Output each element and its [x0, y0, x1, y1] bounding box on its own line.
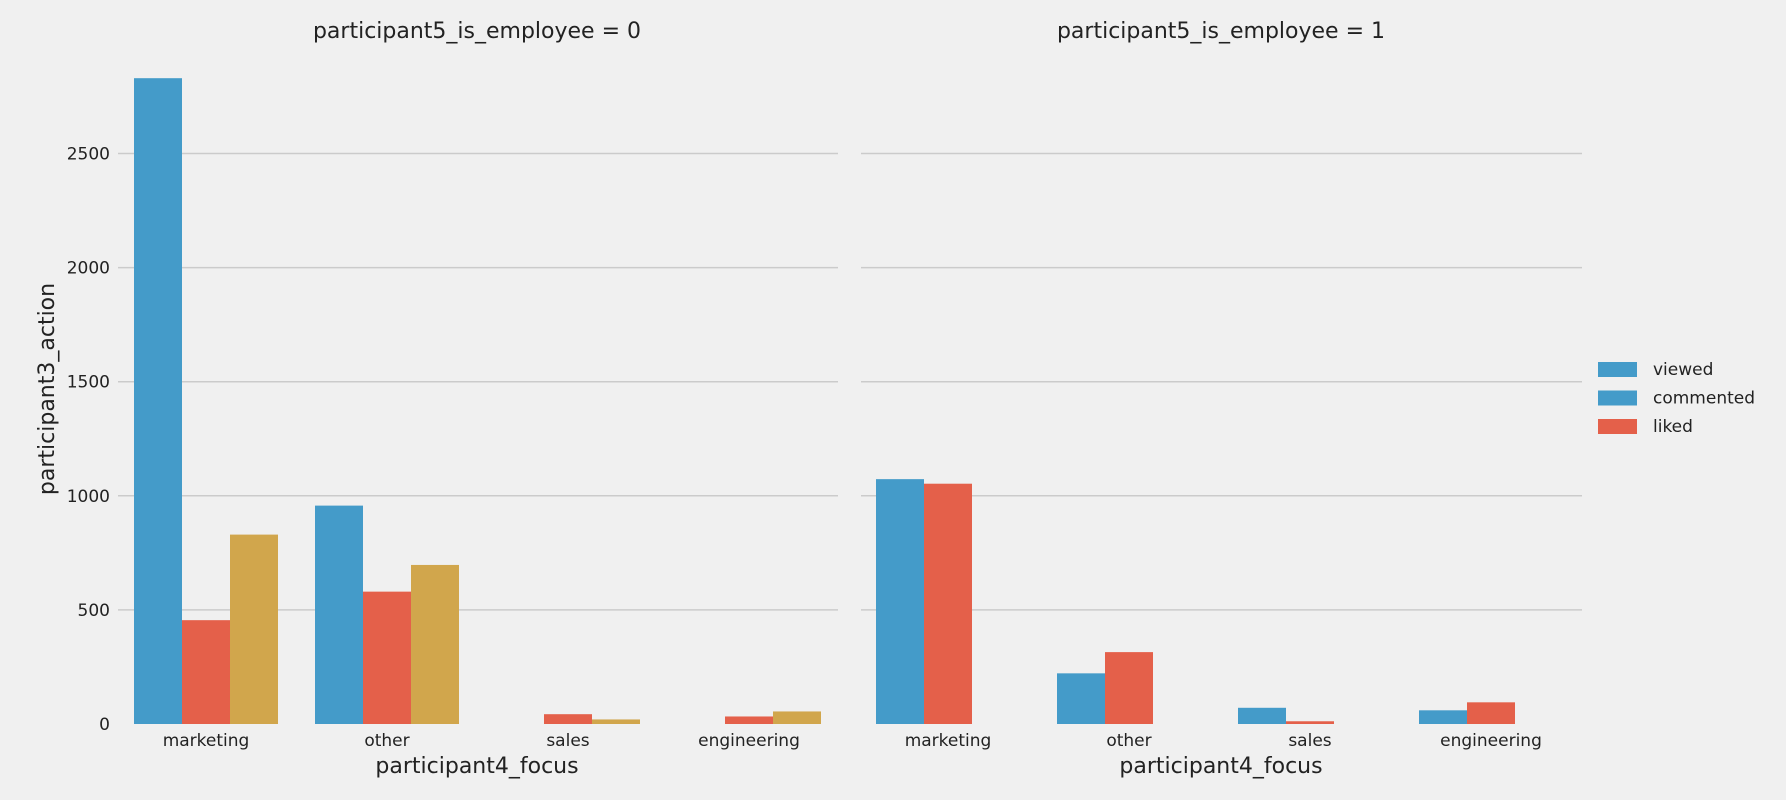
x-tick-label: other [364, 731, 409, 751]
gridlines [861, 152, 1582, 611]
gridlines [118, 152, 838, 611]
legend-swatch [1598, 362, 1637, 377]
bar-marketing-series-0 [876, 479, 924, 724]
legend-label: liked [1653, 417, 1693, 437]
x-axis-label: participant4_focus [1119, 754, 1322, 779]
legend-swatch [1598, 419, 1637, 434]
bar-sales-series-1 [544, 714, 592, 724]
bar-engineering-series-1 [1467, 702, 1515, 724]
legend-label: viewed [1653, 360, 1713, 380]
legend-swatch [1598, 390, 1637, 406]
bar-engineering-series-2 [773, 711, 821, 724]
bar-other-series-1 [1105, 652, 1153, 724]
bar-marketing-series-1 [182, 620, 230, 724]
x-tick-labels: marketing other sales engineering [163, 731, 800, 751]
bar-other-series-1 [363, 591, 411, 724]
x-tick-label: engineering [698, 731, 800, 751]
y-tick-label: 1000 [67, 487, 110, 507]
x-tick-label: sales [546, 731, 589, 751]
x-tick-label: marketing [163, 731, 250, 751]
y-tick-label: 0 [99, 715, 110, 735]
legend: viewed commented liked [1598, 360, 1755, 437]
bar-other-series-0 [1057, 673, 1105, 724]
bar-engineering-series-1 [725, 716, 773, 724]
y-tick-label: 2000 [67, 259, 110, 279]
y-tick-label: 1500 [67, 373, 110, 393]
bars [876, 479, 1515, 724]
bars [134, 78, 821, 725]
bar-other-series-2 [411, 564, 459, 724]
bar-marketing-series-2 [230, 534, 278, 724]
y-tick-labels: 0 500 1000 1500 2000 2500 [67, 145, 110, 736]
bar-sales-series-2 [592, 719, 640, 724]
y-tick-label: 500 [78, 601, 110, 621]
panel-employee-1: participant5_is_employee = 1 marketing ot… [861, 19, 1582, 779]
panel-employee-0: participant5_is_employee = 0 0 500 1000 150… [67, 19, 838, 779]
x-tick-label: engineering [1440, 731, 1542, 751]
bar-engineering-series-0 [1419, 710, 1467, 724]
x-tick-label: marketing [905, 731, 992, 751]
panel-title: participant5_is_employee = 1 [1057, 19, 1385, 44]
y-axis-label: participant3_action [35, 283, 60, 495]
bar-sales-series-1 [1286, 721, 1334, 724]
y-tick-label: 2500 [67, 145, 110, 165]
bar-marketing-series-1 [924, 483, 972, 724]
bar-sales-series-0 [1238, 707, 1286, 724]
x-tick-label: other [1106, 731, 1151, 751]
bar-marketing-series-0 [134, 78, 182, 725]
x-axis-label: participant4_focus [375, 754, 578, 779]
x-tick-label: sales [1288, 731, 1331, 751]
x-tick-labels: marketing other sales engineering [905, 731, 1542, 751]
panel-title: participant5_is_employee = 0 [313, 19, 641, 44]
legend-label: commented [1653, 389, 1755, 409]
bar-other-series-0 [315, 505, 363, 724]
